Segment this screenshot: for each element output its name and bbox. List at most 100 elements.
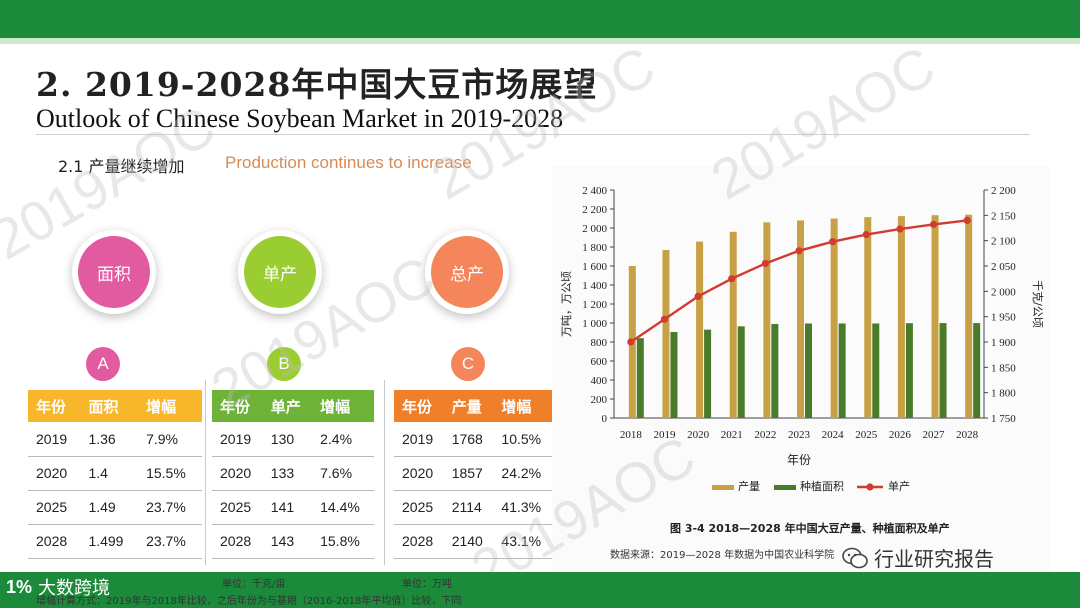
yield-point	[929, 220, 938, 229]
table-cell: 1768	[443, 422, 494, 457]
table-cell: 2020	[28, 456, 81, 491]
table-cell: 1.36	[80, 422, 139, 457]
table-cell: 2.4%	[312, 422, 374, 457]
y-tick-label-left: 1 400	[582, 280, 607, 292]
table-header-cell: 增幅	[138, 390, 202, 422]
area-bar	[939, 323, 947, 418]
badge-b: B	[267, 347, 301, 381]
y-tick-label-right: 1 850	[991, 362, 1016, 374]
table-cell: 24.2%	[493, 456, 554, 491]
table-header-cell: 增幅	[312, 390, 374, 422]
area-bar	[771, 323, 779, 418]
area-bar	[838, 323, 846, 418]
legend-marker-yield	[866, 483, 874, 491]
y-tick-label-right: 2 100	[991, 236, 1016, 248]
slide-title-zh: 2. 2019-2028年中国大豆市场展望	[36, 65, 598, 104]
yield-point	[896, 225, 904, 233]
y-tick-label-left: 2 400	[582, 185, 607, 197]
area-bar	[905, 323, 913, 418]
table-cell: 2028	[212, 524, 263, 559]
area-bar	[872, 323, 880, 418]
x-tick-label: 2026	[889, 429, 912, 441]
badge-c: C	[451, 347, 485, 381]
y-tick-label-right: 2 000	[991, 286, 1016, 298]
x-tick-label: 2022	[754, 429, 776, 441]
production-bar	[830, 218, 838, 418]
yield-point	[728, 275, 736, 283]
yield-point	[761, 259, 769, 268]
table-cell: 41.3%	[493, 490, 554, 525]
column-divider	[384, 380, 385, 565]
yield-point	[660, 315, 669, 323]
y-tick-label-right: 1 800	[991, 388, 1016, 400]
production-bar	[965, 214, 973, 418]
y-tick-label-right: 1 950	[991, 312, 1016, 324]
y-tick-label-left: 2 000	[582, 223, 607, 235]
x-tick-label: 2021	[721, 429, 743, 441]
table-cell: 7.9%	[138, 422, 202, 457]
table-cell: 2019	[212, 422, 263, 457]
table-cell: 143	[262, 524, 313, 559]
production-table: 年份 产量 增幅 2019 1768 10.5% 2020 1857 24.2% 202…	[394, 390, 554, 559]
subtitle-zh: 2.1 产量继续增加	[58, 157, 185, 176]
table-cell: 2020	[394, 456, 444, 491]
table-row: 2028 1.499 23.7%	[28, 524, 202, 559]
chart-svg: 0 200 400 600 800 1 000 1 200 1 400 1 600 1 800 2 …	[560, 185, 1044, 561]
y-axis-label-right: 千克/公顷	[1031, 280, 1044, 328]
production-bar	[797, 220, 804, 418]
yield-point	[694, 292, 702, 300]
table-cell: 2019	[394, 422, 444, 457]
yield-point	[829, 238, 837, 246]
table-row: 2025 141 14.4%	[212, 490, 374, 525]
y-tick-label-right: 2 150	[991, 210, 1016, 222]
y-tick-label-right: 2 050	[991, 261, 1016, 273]
area-bar	[737, 326, 745, 418]
table-row: 2019 1768 10.5%	[394, 422, 554, 457]
subtitle-en: Production continues to increase	[225, 153, 472, 172]
table-row: 2019 1.36 7.9%	[28, 422, 202, 457]
y-tick-label-left: 600	[591, 356, 608, 368]
table-header-cell: 面积	[80, 390, 139, 422]
table-header-cell: 产量	[443, 390, 494, 422]
table-cell: 2025	[28, 490, 81, 525]
y-tick-label-left: 1 200	[582, 299, 607, 311]
report-logo-text: 行业研究报告	[874, 547, 994, 571]
legend-label-yield: 单产	[888, 479, 910, 493]
unit-note-area: 单位：千克/亩	[222, 579, 286, 590]
table-header-row: 年份 单产 增幅	[212, 390, 374, 422]
table-cell: 1.499	[80, 524, 139, 559]
table-row: 2019 130 2.4%	[212, 422, 374, 457]
area-table: 年份 面积 增幅 2019 1.36 7.9% 2020 1.4 15.5% 2025 1…	[28, 390, 202, 559]
brand-logo: 1% 大数跨境	[6, 574, 110, 600]
production-bar	[763, 222, 771, 418]
table-cell: 2028	[394, 524, 444, 559]
x-axis-label: 年份	[787, 453, 811, 467]
x-tick-label: 2025	[855, 429, 878, 441]
x-tick-label: 2019	[653, 429, 676, 441]
yield-circle: 单产	[238, 230, 322, 314]
legend-swatch-area	[774, 485, 796, 490]
legend-swatch-production	[712, 485, 734, 490]
slide-title-en: Outlook of Chinese Soybean Market in 201…	[36, 104, 564, 133]
table-cell: 2028	[28, 524, 81, 559]
table-cell: 2025	[394, 490, 444, 525]
table-cell: 23.7%	[138, 524, 202, 559]
production-bar	[931, 215, 939, 418]
yield-point	[963, 216, 971, 224]
x-tick-label: 2024	[822, 429, 845, 441]
table-cell: 10.5%	[493, 422, 554, 457]
yield-point	[627, 338, 635, 346]
chart-caption: 图 3-4 2018—2028 年中国大豆产量、种植面积及单产	[670, 521, 950, 535]
legend-label-production: 产量	[738, 479, 760, 493]
wechat-icon	[842, 547, 868, 568]
y-tick-label-left: 0	[602, 413, 608, 425]
production-bar	[662, 250, 670, 418]
production-circle: 总产	[425, 230, 509, 314]
table-header-cell: 单产	[262, 390, 313, 422]
table-cell: 133	[262, 456, 313, 491]
brand-logo-text: 大数跨境	[38, 578, 111, 599]
y-tick-label-right: 1 900	[991, 337, 1016, 349]
table-cell: 15.5%	[138, 456, 202, 491]
production-bar	[696, 241, 704, 418]
table-cell: 23.7%	[138, 490, 202, 525]
